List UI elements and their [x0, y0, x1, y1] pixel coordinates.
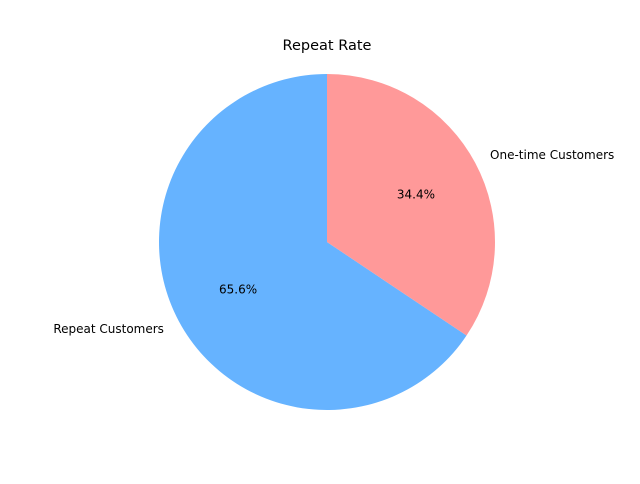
- pie-slice: [159, 74, 467, 410]
- chart-title: Repeat Rate: [283, 38, 372, 54]
- slice-percent-label: 65.6%: [219, 282, 257, 296]
- slice-category-label: Repeat Customers: [53, 322, 164, 336]
- pie-labels: Repeat Customers 65.6% One-time Customers 3…: [53, 148, 614, 336]
- pie-slices: [159, 74, 495, 410]
- slice-percent-label: 34.4%: [397, 188, 435, 202]
- pie-slice: [327, 74, 495, 336]
- slice-category-label: One-time Customers: [490, 148, 614, 162]
